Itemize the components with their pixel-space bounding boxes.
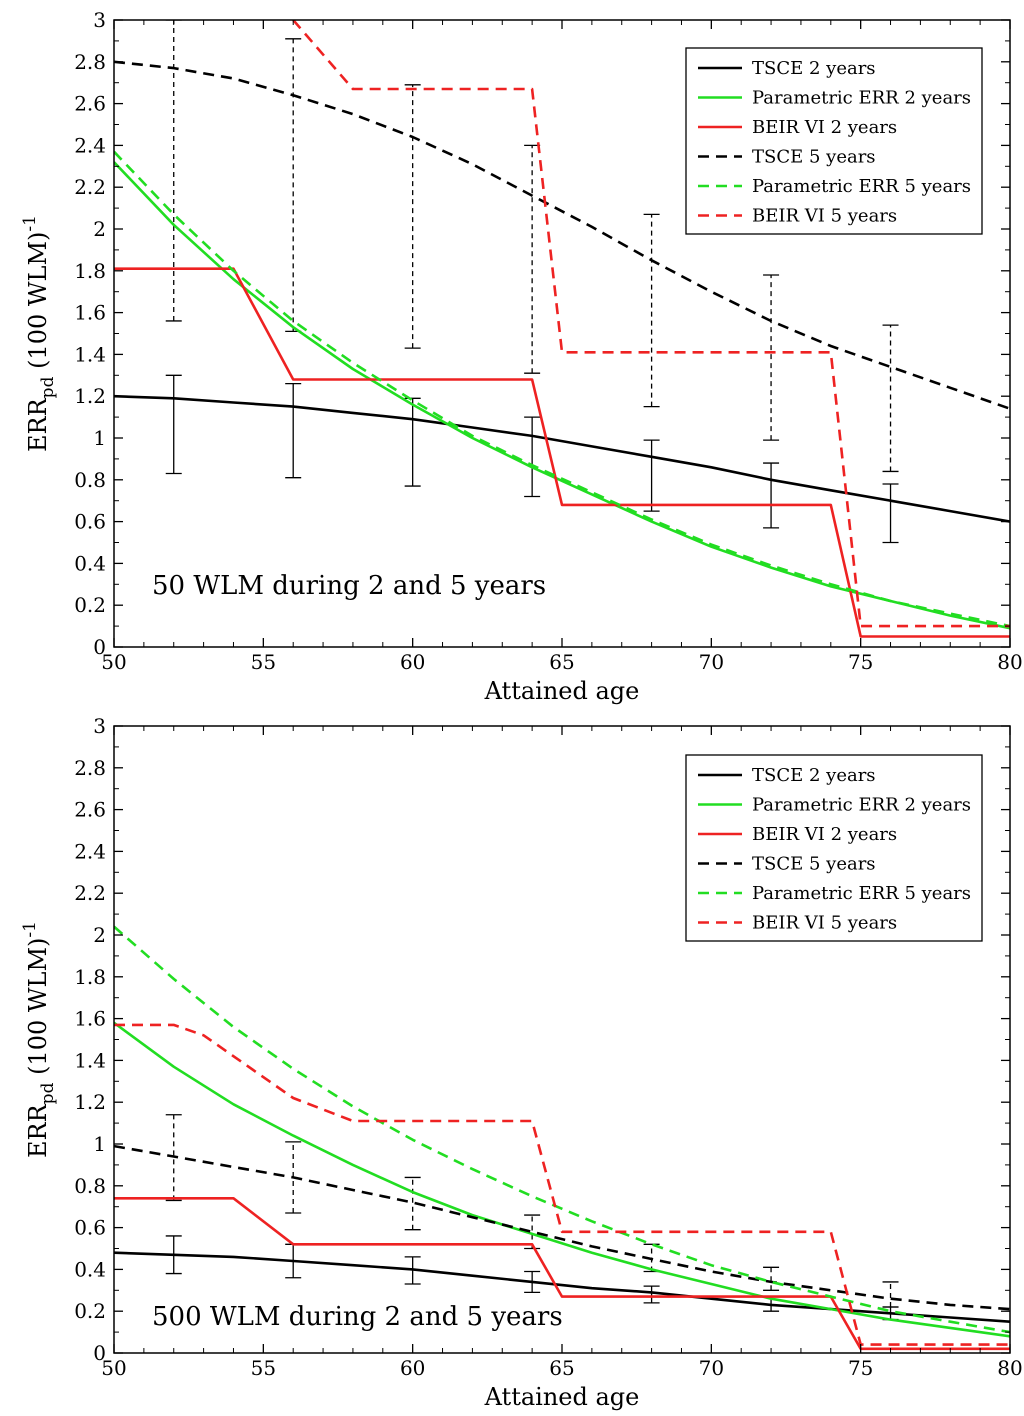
y-tick-label: 1.6 [74, 301, 106, 325]
y-tick-label: 0.6 [74, 510, 106, 534]
legend-box [685, 47, 983, 235]
legend-box [685, 754, 983, 942]
y-tick-label: 0.8 [74, 468, 106, 492]
y-tick-label: 0 [93, 1341, 106, 1365]
y-tick-label: 1 [93, 426, 106, 450]
y-tick-label: 0.2 [74, 593, 106, 617]
series-lines [114, 925, 1010, 1351]
y-tick-label: 0.6 [74, 1216, 106, 1240]
x-tick-label: 55 [251, 650, 276, 674]
y-axis-title: ERRpd (100 WLM)-1 [20, 215, 58, 452]
x-tick-label: 75 [848, 1356, 873, 1380]
x-tick-label: 70 [699, 1356, 724, 1380]
series-line-tsce-2-years [114, 1251, 1010, 1323]
legend-label: BEIR VI 2 years [752, 824, 897, 845]
chart-panel-top: 50 55 60 65 70 75 80 0 0.2 0.4 0.6 0.8 1 1.2 1.4 1.6 1.8… [20, 8, 1023, 705]
x-tick-label: 55 [251, 1356, 276, 1380]
legend-label: BEIR VI 5 years [752, 913, 897, 934]
y-tick-label: 2.4 [74, 133, 106, 157]
y-tick-label: 2.6 [74, 92, 106, 116]
y-tick-label: 1.2 [74, 1090, 106, 1114]
x-tick-label: 60 [400, 1356, 425, 1380]
series-line-beir-vi-2-years [114, 267, 1010, 638]
y-tick-label: 3 [93, 8, 106, 32]
series-line-beir-vi-5-years [114, 1023, 1010, 1346]
x-tick-label: 60 [400, 650, 425, 674]
error-bars [165, 1114, 899, 1321]
legend-label: Parametric ERR 2 years [752, 88, 971, 109]
series-line-parametric-err-5-years [114, 150, 1010, 628]
y-tick-label: 1.6 [74, 1007, 106, 1031]
series-line-parametric-err-2-years [114, 161, 1010, 630]
y-tick-label: 1.4 [74, 1048, 106, 1072]
legend-label: BEIR VI 2 years [752, 117, 897, 138]
y-tick-label: 0.8 [74, 1174, 106, 1198]
y-tick-label: 0.4 [74, 551, 106, 575]
series-line-tsce-5-years [114, 60, 1010, 410]
legend-label: TSCE 2 years [752, 765, 876, 786]
legend-label: Parametric ERR 2 years [752, 795, 971, 816]
y-tick-label: 2 [93, 217, 106, 241]
series-line-tsce-5-years [114, 1144, 1010, 1311]
x-tick-label: 50 [101, 1356, 126, 1380]
legend-label: Parametric ERR 5 years [752, 176, 971, 197]
panel-annotation: 50 WLM during 2 and 5 years [152, 571, 546, 601]
x-tick-label: 80 [997, 650, 1022, 674]
y-tick-label: 2.2 [74, 175, 106, 199]
y-tick-label: 1.4 [74, 342, 106, 366]
x-tick-label: 70 [699, 650, 724, 674]
y-tick-label: 1 [93, 1132, 106, 1156]
series-line-parametric-err-5-years [114, 925, 1010, 1334]
y-tick-label: 2 [93, 923, 106, 947]
y-tick-label: 3 [93, 714, 106, 738]
panel-annotation: 500 WLM during 2 and 5 years [152, 1302, 563, 1332]
legend-label: TSCE 5 years [752, 147, 876, 168]
x-axis-title: Attained age [484, 677, 640, 705]
y-tick-label: 0.4 [74, 1257, 106, 1281]
y-tick-label: 1.8 [74, 965, 106, 989]
x-tick-label: 75 [848, 650, 873, 674]
y-tick-label: 2.6 [74, 798, 106, 822]
x-tick-label: 50 [101, 650, 126, 674]
y-tick-label: 2.4 [74, 839, 106, 863]
y-axis-title: ERRpd (100 WLM)-1 [20, 921, 58, 1158]
y-tick-label: 0 [93, 635, 106, 659]
series-line-tsce-2-years [114, 394, 1010, 523]
legend: TSCE 2 years Parametric ERR 2 years BEIR V… [685, 754, 983, 942]
y-tick-label: 2.8 [74, 756, 106, 780]
series-line-beir-vi-2-years [114, 1197, 1010, 1351]
legend-label: TSCE 5 years [752, 854, 876, 875]
legend-label: Parametric ERR 5 years [752, 883, 971, 904]
legend: TSCE 2 years Parametric ERR 2 years BEIR V… [685, 47, 983, 235]
y-tick-label: 1.2 [74, 384, 106, 408]
y-tick-label: 0.2 [74, 1299, 106, 1323]
series-lines [114, 20, 1010, 638]
x-tick-label: 65 [549, 1356, 574, 1380]
x-tick-label: 65 [549, 650, 574, 674]
error-bars [165, 20, 899, 544]
y-tick-label: 2.8 [74, 50, 106, 74]
x-tick-label: 80 [997, 1356, 1022, 1380]
series-line-beir-vi-5-years [292, 20, 1010, 628]
legend-label: BEIR VI 5 years [752, 206, 897, 227]
y-tick-label: 2.2 [74, 881, 106, 905]
series-line-parametric-err-2-years [114, 1021, 1010, 1338]
legend-label: TSCE 2 years [752, 58, 876, 79]
y-tick-label: 1.8 [74, 259, 106, 283]
x-axis-title: Attained age [484, 1383, 640, 1411]
chart-panel-bottom: 50 55 60 65 70 75 80 0 0.2 0.4 0.6 0.8 1 1.2 1.4 1.6 1.8… [20, 714, 1023, 1411]
